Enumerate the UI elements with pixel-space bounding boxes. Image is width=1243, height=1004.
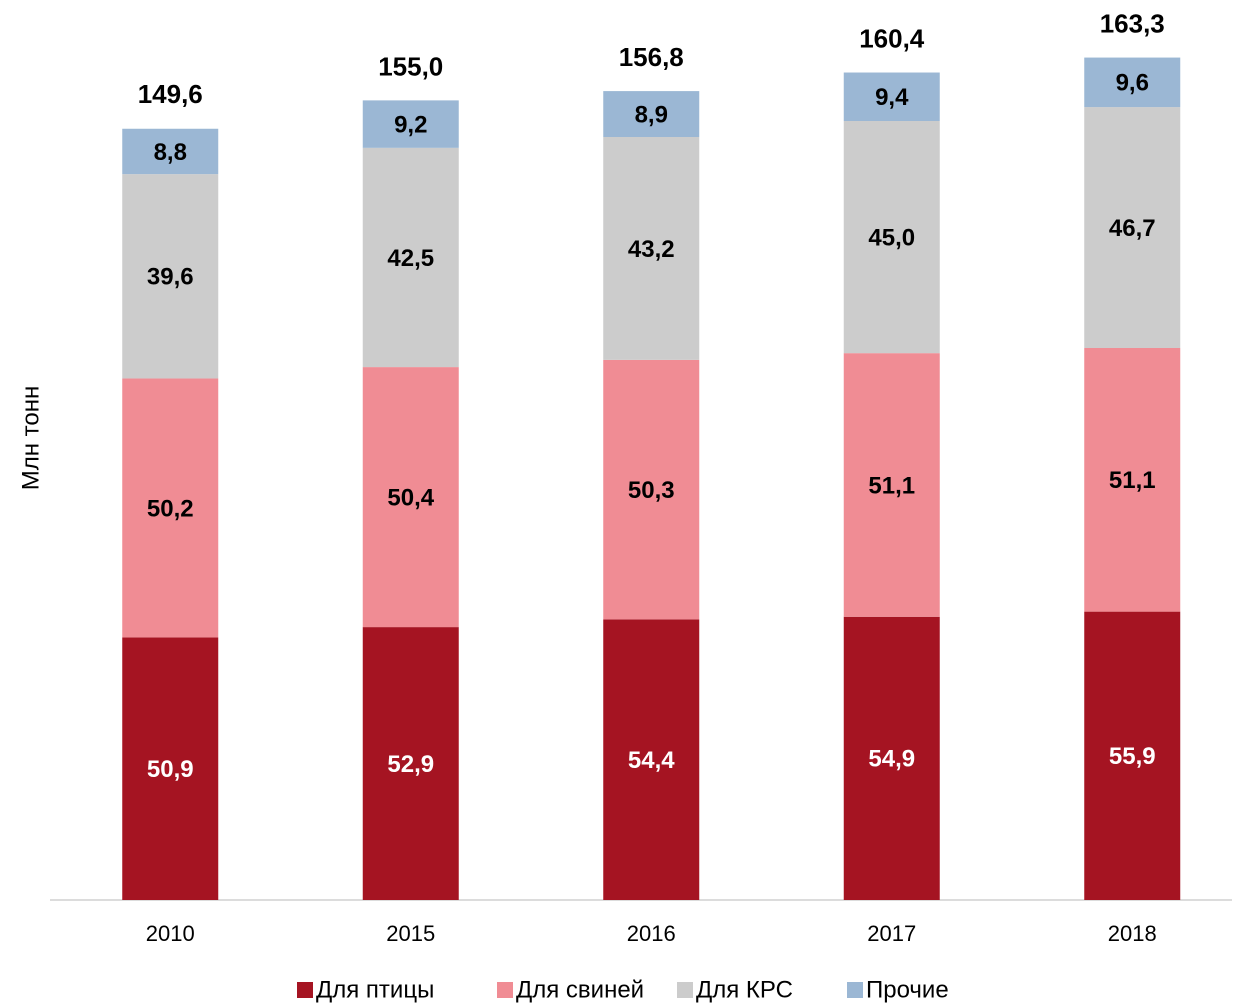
value-label: 54,9	[868, 746, 915, 773]
bar-segment	[843, 72, 940, 122]
bar-segment	[603, 619, 700, 900]
total-label: 160,4	[859, 23, 925, 53]
bar-segment	[1084, 611, 1181, 900]
value-label: 45,0	[868, 224, 915, 251]
legend-swatch	[297, 982, 313, 998]
y-axis-label: Млн тонн	[17, 386, 44, 491]
bar-segment	[1084, 57, 1181, 108]
bar-segment	[122, 378, 219, 638]
x-tick-label: 2015	[386, 921, 435, 946]
value-label: 50,3	[628, 477, 675, 504]
bar-segment	[362, 100, 459, 148]
value-label: 9,2	[394, 111, 427, 138]
bar-segment	[1084, 107, 1181, 349]
x-tick-label: 2010	[146, 921, 195, 946]
value-label: 51,1	[1109, 467, 1156, 494]
total-label: 155,0	[378, 51, 443, 81]
x-tick-label: 2016	[627, 921, 676, 946]
legend-swatch	[497, 982, 513, 998]
legend-label: Для свиней	[516, 976, 644, 1003]
total-label: 149,6	[138, 79, 203, 109]
bar-segment	[362, 147, 459, 368]
bar-segment	[603, 137, 700, 360]
bar-segment	[843, 616, 940, 900]
bar-segment	[122, 637, 219, 900]
bar-segment	[843, 121, 940, 354]
legend-swatch	[677, 982, 693, 998]
value-label: 54,4	[628, 747, 675, 774]
x-tick-label: 2018	[1108, 921, 1157, 946]
value-label: 55,9	[1109, 743, 1156, 770]
total-label: 156,8	[619, 42, 684, 72]
x-tick-label: 2017	[867, 921, 916, 946]
value-label: 50,4	[387, 484, 434, 511]
bar-segment	[362, 627, 459, 900]
bar-segment	[122, 174, 219, 379]
bar-segment	[362, 367, 459, 628]
value-label: 42,5	[387, 245, 434, 272]
value-label: 9,6	[1116, 70, 1149, 97]
value-label: 51,1	[868, 472, 915, 499]
value-label: 50,9	[147, 756, 194, 783]
legend-label: Для КРС	[696, 976, 793, 1003]
bar-segment	[603, 359, 700, 620]
value-label: 46,7	[1109, 215, 1156, 242]
bar-segment	[122, 128, 219, 175]
bar-segment	[1084, 348, 1181, 612]
value-label: 43,2	[628, 236, 675, 263]
total-label: 163,3	[1100, 8, 1165, 38]
value-label: 39,6	[147, 264, 194, 291]
bar-segment	[603, 91, 700, 138]
value-label: 52,9	[387, 751, 434, 778]
value-label: 50,2	[147, 495, 194, 522]
legend-swatch	[847, 982, 863, 998]
value-label: 9,4	[875, 84, 909, 111]
bar-segment	[843, 353, 940, 617]
legend-label: Для птицы	[316, 976, 434, 1003]
legend-label: Прочие	[866, 976, 949, 1003]
value-label: 8,9	[635, 101, 668, 128]
value-label: 8,8	[154, 139, 187, 166]
